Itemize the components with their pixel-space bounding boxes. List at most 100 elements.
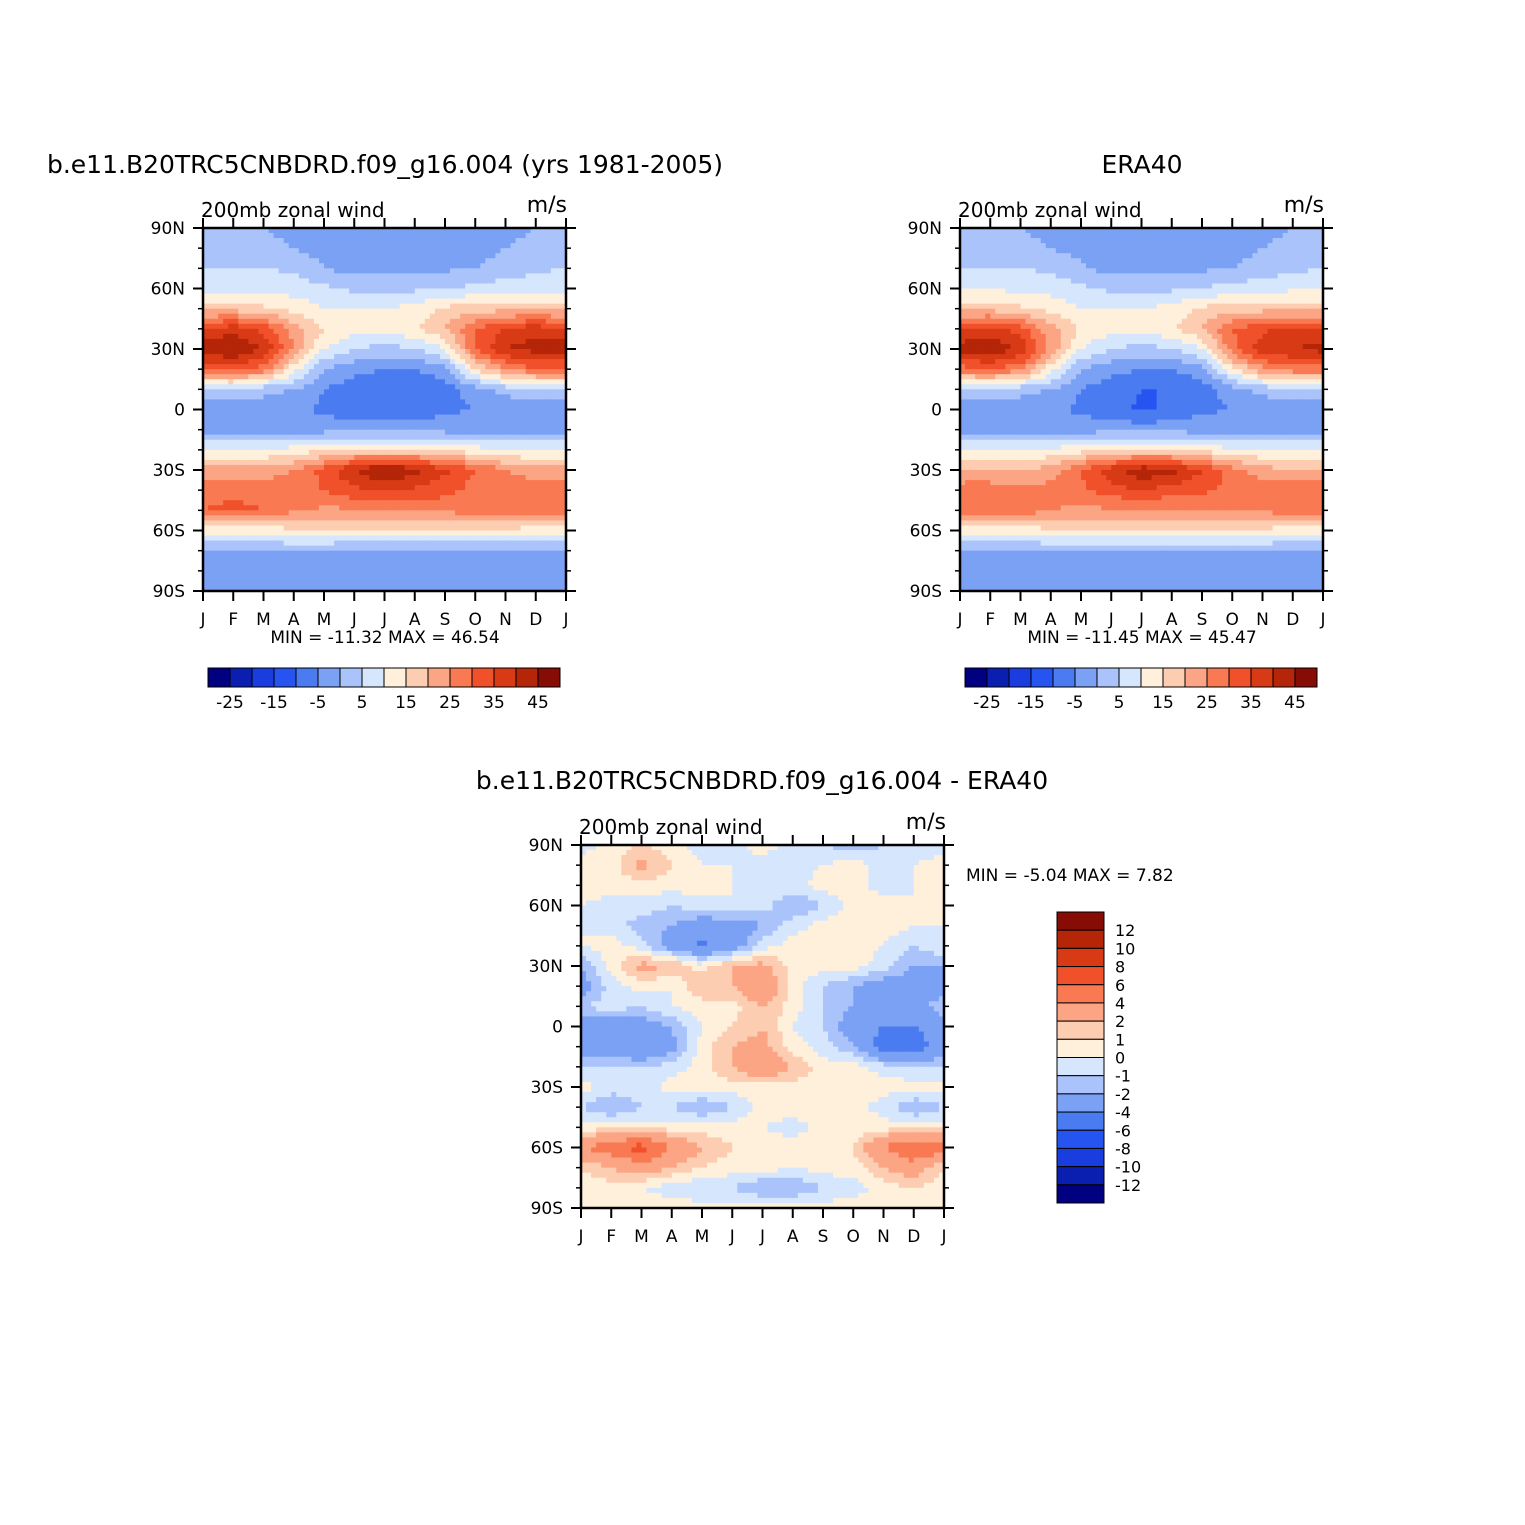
contour-cell bbox=[228, 323, 234, 330]
contour-cell bbox=[445, 394, 451, 401]
contour-cell bbox=[228, 525, 234, 532]
contour-cell bbox=[439, 384, 446, 390]
contour-cell bbox=[203, 293, 209, 300]
contour-cell bbox=[334, 449, 340, 456]
contour-cell bbox=[560, 359, 567, 365]
contour-cell bbox=[530, 364, 537, 370]
contour-cell bbox=[439, 515, 446, 522]
contour-cell bbox=[203, 349, 209, 355]
contour-cell bbox=[278, 570, 285, 577]
contour-cell bbox=[465, 233, 471, 239]
contour-cell bbox=[470, 253, 476, 259]
contour-cell bbox=[490, 510, 497, 516]
contour-cell bbox=[379, 505, 386, 511]
model-plot-area bbox=[203, 228, 567, 592]
contour-cell bbox=[288, 374, 295, 380]
contour-cell bbox=[439, 273, 446, 280]
contour-cell bbox=[208, 384, 214, 390]
contour-cell bbox=[344, 530, 350, 537]
contour-cell bbox=[329, 369, 335, 375]
contour-cell bbox=[203, 394, 209, 401]
contour-cell bbox=[379, 303, 386, 310]
contour-cell bbox=[404, 530, 411, 537]
contour-cell bbox=[313, 449, 320, 456]
contour-cell bbox=[354, 419, 360, 426]
contour-cell bbox=[485, 570, 491, 577]
contour-cell bbox=[238, 404, 244, 411]
contour-cell bbox=[283, 394, 290, 401]
contour-cell bbox=[324, 434, 330, 441]
contour-cell bbox=[339, 384, 345, 390]
contour-cell bbox=[535, 273, 542, 280]
contour-cell bbox=[500, 343, 507, 350]
contour-cell bbox=[399, 530, 406, 537]
contour-cell bbox=[203, 439, 209, 446]
contour-cell bbox=[288, 404, 295, 411]
contour-cell bbox=[253, 500, 260, 506]
contour-cell bbox=[313, 490, 320, 496]
contour-cell bbox=[399, 424, 406, 431]
contour-cell bbox=[399, 308, 406, 315]
contour-cell bbox=[409, 323, 416, 330]
contour-cell bbox=[490, 409, 497, 416]
contour-cell bbox=[505, 263, 512, 269]
contour-cell bbox=[384, 338, 391, 345]
contour-cell bbox=[329, 575, 335, 582]
contour-cell bbox=[253, 323, 260, 330]
contour-cell bbox=[364, 288, 370, 295]
contour-cell bbox=[364, 429, 370, 436]
contour-cell bbox=[223, 424, 229, 431]
contour-cell bbox=[394, 535, 401, 542]
contour-cell bbox=[308, 399, 315, 406]
contour-cell bbox=[455, 510, 461, 516]
contour-cell bbox=[318, 510, 325, 516]
contour-cell bbox=[409, 313, 416, 320]
contour-cell bbox=[203, 515, 209, 522]
contour-cell bbox=[560, 233, 567, 239]
contour-cell bbox=[364, 404, 370, 411]
contour-cell bbox=[268, 419, 275, 426]
contour-cell bbox=[555, 258, 562, 264]
contour-cell bbox=[495, 313, 502, 320]
contour-cell bbox=[243, 258, 249, 264]
contour-cell bbox=[293, 530, 300, 537]
contour-cell bbox=[308, 404, 315, 411]
contour-cell bbox=[359, 414, 365, 421]
contour-cell bbox=[374, 449, 381, 456]
contour-cell bbox=[500, 359, 507, 365]
contour-cell bbox=[243, 459, 249, 466]
contour-cell bbox=[389, 243, 396, 249]
contour-cell bbox=[560, 343, 567, 350]
contour-cell bbox=[293, 495, 300, 501]
contour-cell bbox=[203, 268, 209, 274]
contour-cell bbox=[389, 359, 396, 365]
contour-cell bbox=[253, 248, 260, 254]
contour-cell bbox=[354, 495, 360, 501]
contour-cell bbox=[540, 318, 547, 325]
contour-cell bbox=[409, 318, 416, 325]
contour-cell bbox=[339, 525, 345, 532]
contour-cell bbox=[550, 490, 557, 496]
contour-cell bbox=[490, 263, 497, 269]
contour-cell bbox=[364, 434, 370, 441]
contour-cell bbox=[238, 434, 244, 441]
contour-cell bbox=[223, 470, 229, 476]
contour-cell bbox=[434, 424, 441, 431]
contour-cell bbox=[359, 560, 365, 567]
contour-cell bbox=[233, 228, 239, 234]
contour-cell bbox=[303, 349, 310, 355]
contour-cell bbox=[369, 313, 376, 320]
contour-cell bbox=[399, 449, 406, 456]
contour-cell bbox=[550, 328, 557, 335]
contour-cell bbox=[349, 555, 355, 562]
contour-cell bbox=[485, 228, 491, 234]
contour-cell bbox=[344, 323, 350, 330]
contour-cell bbox=[465, 318, 471, 325]
contour-cell bbox=[495, 379, 502, 385]
contour-cell bbox=[263, 550, 270, 557]
contour-cell bbox=[228, 439, 234, 446]
contour-cell bbox=[308, 520, 315, 527]
contour-cell bbox=[384, 505, 391, 511]
contour-cell bbox=[273, 434, 280, 441]
contour-cell bbox=[490, 374, 497, 380]
